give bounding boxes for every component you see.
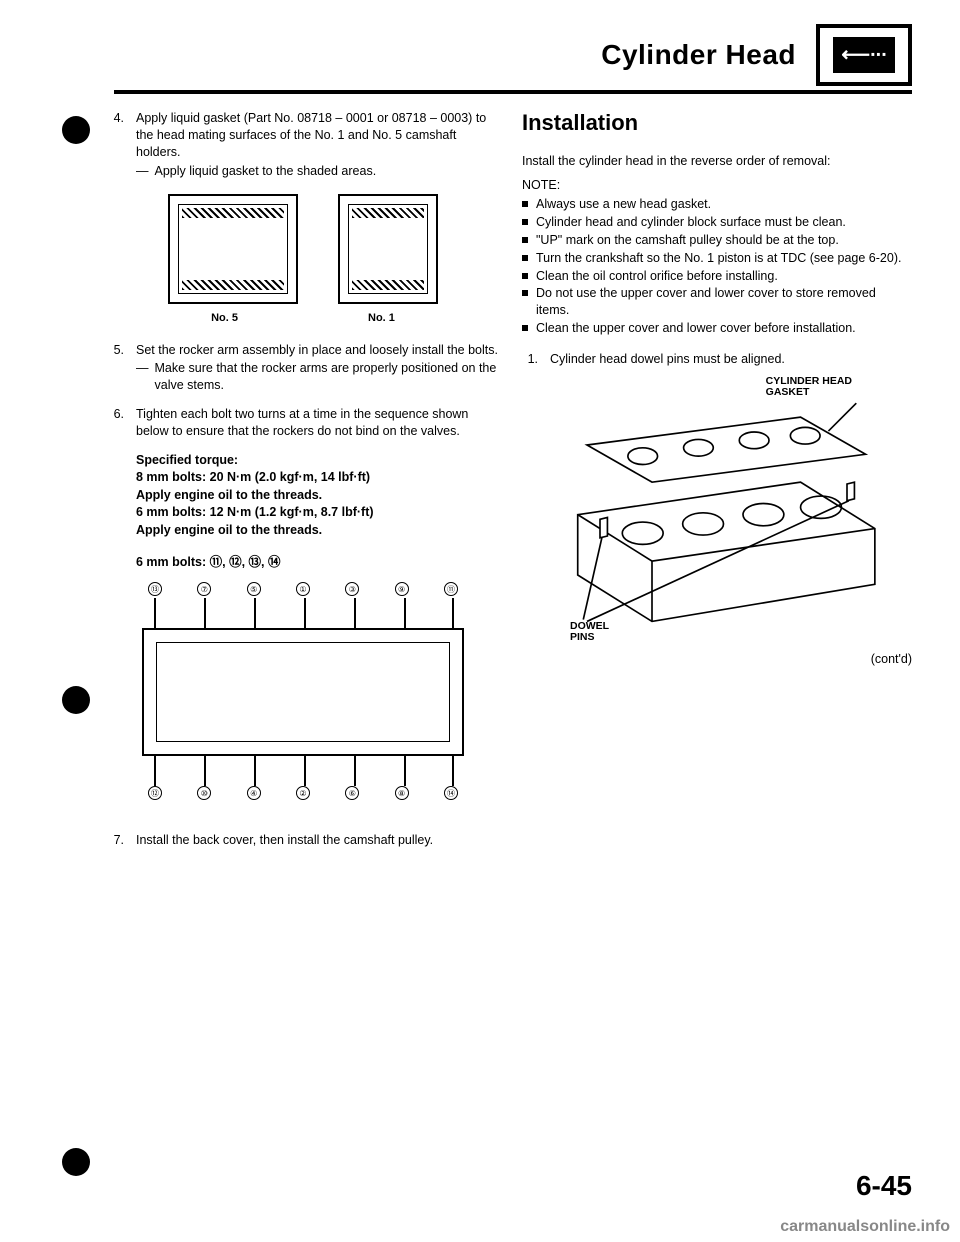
note-item: "UP" mark on the camshaft pulley should … — [536, 232, 912, 249]
page-number: 6-45 — [856, 1170, 912, 1202]
seq-circle: ⑫ — [148, 786, 162, 800]
note-item: Clean the upper cover and lower cover be… — [536, 320, 912, 337]
book-icon: ⟵∙∙∙ — [816, 24, 912, 86]
figure-label-pins: DOWEL PINS — [570, 621, 609, 644]
seq-box — [142, 628, 464, 756]
step-number: 1. — [522, 351, 538, 368]
step-number: 6. — [108, 406, 124, 440]
note-list: Always use a new head gasket. Cylinder h… — [522, 196, 912, 337]
figure-label: No. 1 — [368, 312, 395, 324]
figure-labels: No. 5 No. 1 — [108, 312, 498, 324]
step-subtext: Apply liquid gasket to the shaded areas. — [155, 163, 499, 180]
bullet-icon — [522, 325, 528, 331]
step-4: 4. Apply liquid gasket (Part No. 08718 –… — [108, 110, 498, 180]
figure-holder-5 — [168, 194, 298, 304]
note-item: Turn the crankshaft so the No. 1 piston … — [536, 250, 912, 267]
seq-circle: ⑦ — [197, 582, 211, 596]
figure-cylinder-head: CYLINDER HEAD GASKET — [522, 380, 912, 640]
columns: 4. Apply liquid gasket (Part No. 08718 –… — [48, 110, 912, 861]
spec-line: Apply engine oil to the threads. — [136, 522, 498, 540]
seq-circle: ⑬ — [148, 582, 162, 596]
step-text: Set the rocker arm assembly in place and… — [136, 343, 498, 357]
step-number: 7. — [108, 832, 124, 849]
seq-circle: ① — [296, 582, 310, 596]
step-text: Install the back cover, then install the… — [136, 833, 433, 847]
figure-label: No. 5 — [211, 312, 238, 324]
spec-line: 6 mm bolts: 12 N·m (1.2 kgf·m, 8.7 lbf·f… — [136, 504, 498, 522]
note-label: NOTE: — [522, 178, 912, 192]
bullet-icon — [522, 273, 528, 279]
seq-circle: ② — [296, 786, 310, 800]
right-column: Installation Install the cylinder head i… — [516, 110, 912, 861]
step-6: 6. Tighten each bolt two turns at a time… — [108, 406, 498, 440]
bullet-icon — [522, 290, 528, 296]
dash-icon: — — [136, 163, 149, 180]
margin-dot-icon — [62, 116, 90, 144]
seq-circle: ⑨ — [395, 582, 409, 596]
spec-line: Apply engine oil to the threads. — [136, 487, 498, 505]
step-text: Apply liquid gasket (Part No. 08718 – 00… — [136, 111, 486, 159]
spec-title: Specified torque: — [136, 452, 498, 470]
continued-label: (cont'd) — [522, 652, 912, 666]
cylinder-head-svg — [522, 380, 912, 640]
seq-circle: ④ — [247, 786, 261, 800]
seq-circle: ⑭ — [444, 786, 458, 800]
seq-circle: ⑥ — [345, 786, 359, 800]
dash-icon: — — [136, 360, 149, 394]
step-7: 7. Install the back cover, then install … — [108, 832, 498, 849]
margin-dot-icon — [62, 1148, 90, 1176]
seq-circle: ⑤ — [247, 582, 261, 596]
section-title: Installation — [522, 110, 912, 136]
seq-circle: ③ — [345, 582, 359, 596]
step-1: 1. Cylinder head dowel pins must be alig… — [522, 351, 912, 368]
step-text: Cylinder head dowel pins must be aligned… — [550, 352, 785, 366]
seq-circle: ⑪ — [444, 582, 458, 596]
bullet-icon — [522, 237, 528, 243]
seq-row-top: ⑬ ⑦ ⑤ ① ③ ⑨ ⑪ — [148, 582, 458, 598]
seq-circle: ⑩ — [197, 786, 211, 800]
arrow-icon: ⟵∙∙∙ — [841, 45, 886, 65]
step-5: 5. Set the rocker arm assembly in place … — [108, 342, 498, 395]
page: Cylinder Head ⟵∙∙∙ 4. Apply liquid gaske… — [0, 0, 960, 1242]
bullet-icon — [522, 255, 528, 261]
left-column: 4. Apply liquid gasket (Part No. 08718 –… — [48, 110, 498, 861]
figure-camshaft-holders — [108, 194, 498, 304]
header-rule — [114, 90, 912, 94]
step-number: 5. — [108, 342, 124, 395]
bolt-symbols: 6 mm bolts: ⑪, ⑫, ⑬, ⑭ — [136, 551, 498, 570]
watermark: carmanualsonline.info — [780, 1218, 950, 1236]
figure-bolt-sequence: ⑬ ⑦ ⑤ ① ③ ⑨ ⑪ ⑫ ⑩ ④ ② ⑥ ⑧ — [118, 582, 488, 802]
page-title: Cylinder Head — [601, 39, 796, 71]
step-text: Tighten each bolt two turns at a time in… — [136, 407, 468, 438]
lead-text: Install the cylinder head in the reverse… — [522, 154, 912, 168]
margin-dot-icon — [62, 686, 90, 714]
spec-block: Specified torque: 8 mm bolts: 20 N·m (2.… — [136, 452, 498, 540]
bullet-icon — [522, 219, 528, 225]
bullet-icon — [522, 201, 528, 207]
seq-row-bottom: ⑫ ⑩ ④ ② ⑥ ⑧ ⑭ — [148, 786, 458, 802]
note-item: Always use a new head gasket. — [536, 196, 912, 213]
header-row: Cylinder Head ⟵∙∙∙ — [114, 24, 912, 86]
step-subtext: Make sure that the rocker arms are prope… — [155, 360, 499, 394]
note-item: Do not use the upper cover and lower cov… — [536, 285, 912, 319]
figure-holder-1 — [338, 194, 438, 304]
note-item: Cylinder head and cylinder block surface… — [536, 214, 912, 231]
note-item: Clean the oil control orifice before ins… — [536, 268, 912, 285]
figure-label-gasket: CYLINDER HEAD GASKET — [766, 376, 852, 399]
seq-circle: ⑧ — [395, 786, 409, 800]
step-number: 4. — [108, 110, 124, 180]
spec-line: 8 mm bolts: 20 N·m (2.0 kgf·m, 14 lbf·ft… — [136, 469, 498, 487]
